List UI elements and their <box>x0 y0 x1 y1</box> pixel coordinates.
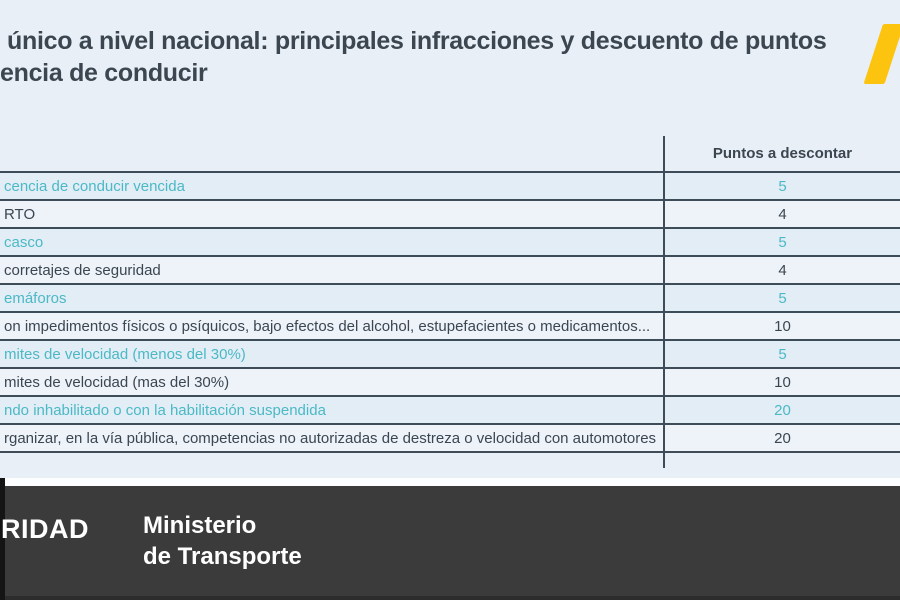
ministry-line2: de Transporte <box>143 543 302 570</box>
table-row: RTO 4 <box>0 199 900 227</box>
points-value: 5 <box>778 345 787 363</box>
points-value: 4 <box>778 205 787 223</box>
infraction-label: mites de velocidad (mas del 30%) <box>4 373 230 391</box>
footer-top-strip <box>0 478 900 486</box>
infraction-label: cencia de conducir vencida <box>4 177 185 195</box>
brand-yellow-accent-icon <box>863 24 900 84</box>
points-value: 5 <box>778 177 787 195</box>
ministry-line1: Ministerio <box>143 512 257 539</box>
seguridad-logo-text: RIDAD <box>1 514 89 544</box>
footer-bottom-edge <box>0 596 900 600</box>
table-row: cencia de conducir vencida 5 <box>0 171 900 199</box>
points-value: 20 <box>774 429 791 447</box>
infraction-label: rganizar, en la vía pública, competencia… <box>4 429 657 447</box>
points-column-header: Puntos a descontar <box>712 145 853 162</box>
table-body: cencia de conducir vencida 5 RTO 4 casco… <box>0 171 900 453</box>
points-value: 5 <box>778 233 787 251</box>
ministry-logo: Ministerio de Transporte <box>143 510 302 572</box>
infraction-label: ndo inhabilitado o con la habilitación s… <box>4 401 326 419</box>
points-value: 20 <box>774 401 791 419</box>
infraction-label: emáforos <box>4 289 67 307</box>
table-row: mites de velocidad (mas del 30%) 10 <box>0 367 900 395</box>
infraction-label: casco <box>4 233 44 251</box>
table-row: rganizar, en la vía pública, competencia… <box>0 423 900 451</box>
table-row: mites de velocidad (menos del 30%) 5 <box>0 339 900 367</box>
infractions-table: Puntos a descontar cencia de conducir ve… <box>0 136 900 468</box>
footer-bar <box>0 486 900 600</box>
table-row: corretajes de seguridad 4 <box>0 255 900 283</box>
table-row: emáforos 5 <box>0 283 900 311</box>
infraction-label: on impedimentos físicos o psíquicos, baj… <box>4 317 651 335</box>
footer-left-edge <box>0 478 5 600</box>
table-row: casco 5 <box>0 227 900 255</box>
infraction-label: RTO <box>4 205 36 223</box>
infraction-label: corretajes de seguridad <box>4 261 161 279</box>
points-value: 10 <box>774 317 791 335</box>
table-header-row: Puntos a descontar <box>0 136 900 171</box>
table-row: ndo inhabilitado o con la habilitación s… <box>0 395 900 423</box>
points-value: 4 <box>778 261 787 279</box>
column-divider <box>663 136 665 468</box>
points-value: 5 <box>778 289 787 307</box>
page-title-line1: único a nivel nacional: principales infr… <box>7 27 827 55</box>
page-title-line2: encia de conducir <box>0 59 208 87</box>
infraction-label: mites de velocidad (menos del 30%) <box>4 345 246 363</box>
table-row: on impedimentos físicos o psíquicos, baj… <box>0 311 900 339</box>
points-value: 10 <box>774 373 791 391</box>
